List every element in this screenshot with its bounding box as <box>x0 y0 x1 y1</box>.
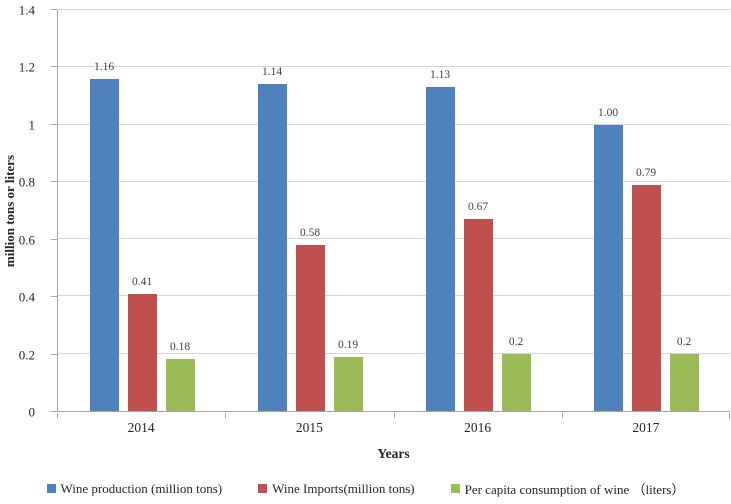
bar-value-label: 1.00 <box>597 106 619 119</box>
y-axis: 0 0.2 0.4 0.6 0.8 1 1.2 1.4 <box>0 4 57 419</box>
gridline <box>58 123 730 125</box>
y-tick-label: 0.6 <box>18 232 35 248</box>
bar-value-label: 0.19 <box>337 338 359 351</box>
y-tick-mark <box>51 296 57 298</box>
gridline <box>58 9 730 10</box>
bar-2016: 0.2 <box>501 336 531 411</box>
bar-value-label: 0.67 <box>467 201 489 214</box>
legend-swatch-icon <box>450 484 460 493</box>
x-tick-mark <box>57 413 58 418</box>
y-tick-mark <box>51 123 57 125</box>
legend-item: Wine Imports(million tons) <box>258 480 415 497</box>
bar-value-label: 1.16 <box>93 60 115 73</box>
bar-value-label: 1.13 <box>429 69 451 82</box>
x-tick-label: 2015 <box>295 420 323 435</box>
y-tick-mark <box>51 181 57 183</box>
bar-2015: 0.58 <box>295 227 325 411</box>
bar-value-label: 0.41 <box>131 275 153 288</box>
y-tick-label: 1.4 <box>18 2 35 18</box>
x-tick-mark <box>225 413 227 418</box>
x-axis-labels: 2014 2015 2016 2017 <box>57 420 730 436</box>
bar-2016: 1.13 <box>425 70 455 411</box>
x-tick-label: 2016 <box>464 420 492 435</box>
x-tick-mark <box>729 413 730 418</box>
legend-label: Wine Imports(million tons) <box>272 480 415 496</box>
legend-label: Per capita consumption of wine （liters） <box>464 482 685 497</box>
legend: Wine production (million tons) Wine Impor… <box>0 479 731 498</box>
gridline <box>58 66 730 68</box>
legend-swatch-icon <box>46 484 56 493</box>
bar-value-label: 0.58 <box>299 226 321 239</box>
bar-2015: 1.14 <box>257 67 287 411</box>
bar-2014: 0.18 <box>165 342 195 411</box>
x-tick-label: 2017 <box>632 420 660 435</box>
bar-groups: 1.16 0.41 0.18 1.14 0.58 0.19 1.13 0.67 0.2 1.00 0… <box>58 10 730 411</box>
x-axis-title: Years <box>377 446 410 461</box>
bar-2014: 1.16 <box>89 61 119 411</box>
x-axis-ticks <box>57 413 730 418</box>
bar-2014: 0.41 <box>127 276 157 411</box>
legend-item: Wine production (million tons) <box>46 480 223 497</box>
bar-group-2014: 1.16 0.41 0.18 <box>58 10 226 411</box>
gridline <box>58 238 730 240</box>
y-tick-mark <box>51 353 57 355</box>
x-tick-mark <box>393 413 395 418</box>
legend-label: Wine production (million tons) <box>60 480 223 496</box>
x-tick-mark <box>561 413 563 418</box>
legend-item: Per capita consumption of wine （liters） <box>450 479 685 498</box>
bar-value-label: 0.18 <box>169 341 191 354</box>
y-tick-label: 0.8 <box>18 174 35 190</box>
y-tick-label: 1 <box>28 117 36 133</box>
bar-2016: 0.67 <box>463 202 493 411</box>
y-tick-label: 0.4 <box>18 289 35 305</box>
bar-group-2017: 1.00 0.79 0.2 <box>562 10 730 411</box>
gridline <box>58 180 730 182</box>
y-tick-mark <box>51 411 57 412</box>
bar-value-label: 0.79 <box>635 166 657 179</box>
y-tick-mark <box>51 9 57 10</box>
bar-value-label: 0.2 <box>508 335 524 348</box>
bar-value-label: 1.14 <box>261 66 283 79</box>
bar-2017: 1.00 <box>593 107 623 411</box>
bar-group-2015: 1.14 0.58 0.19 <box>226 10 394 411</box>
y-tick-mark <box>51 238 57 240</box>
bar-2017: 0.2 <box>669 336 699 411</box>
gridline <box>58 352 730 354</box>
bar-2017: 0.79 <box>631 167 661 411</box>
gridline <box>58 295 730 297</box>
y-tick-mark <box>51 66 57 68</box>
bar-2015: 0.19 <box>333 339 363 411</box>
legend-swatch-icon <box>258 484 268 493</box>
x-tick-label: 2014 <box>127 420 155 435</box>
y-tick-label: 0.2 <box>18 347 35 363</box>
y-tick-label: 0 <box>28 404 36 420</box>
plot-area: 1.16 0.41 0.18 1.14 0.58 0.19 1.13 0.67 0.2 1.00 0… <box>57 9 730 412</box>
y-tick-label: 1.2 <box>18 59 35 75</box>
bar-value-label: 0.2 <box>676 335 692 348</box>
bar-group-2016: 1.13 0.67 0.2 <box>394 10 562 411</box>
